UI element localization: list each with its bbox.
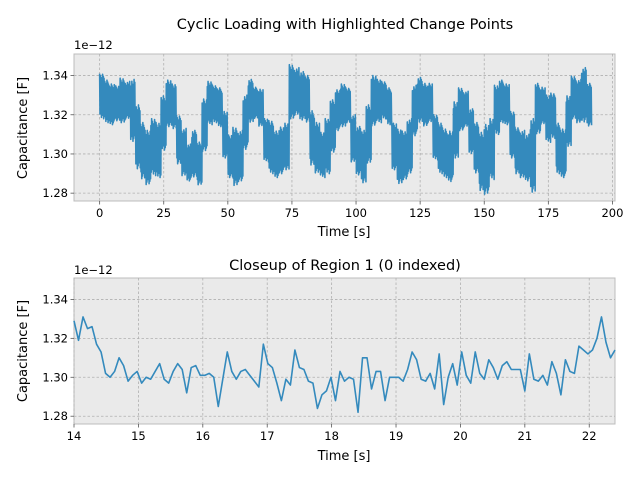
top-x-axis-label: Time [s] xyxy=(317,225,371,240)
bottom-x-ticks: 14 15 16 17 18 19 20 21 22 xyxy=(67,424,597,443)
bottom-plot-area xyxy=(73,277,616,425)
series-line xyxy=(98,63,593,195)
x-tick-label: 21 xyxy=(518,429,533,443)
x-tick-label: 20 xyxy=(453,429,468,443)
bottom-y-offset-label: 1e−12 xyxy=(74,263,113,277)
x-tick-label: 25 xyxy=(156,206,171,220)
bottom-chart: Closeup of Region 1 (0 indexed) 14 15 16 17… xyxy=(16,258,616,464)
x-tick-label: 50 xyxy=(221,206,236,220)
x-tick-label: 14 xyxy=(67,429,82,443)
x-tick-label: 125 xyxy=(409,206,431,220)
bottom-x-axis-label: Time [s] xyxy=(317,449,371,464)
top-y-offset-label: 1e−12 xyxy=(74,38,113,52)
bottom-grid xyxy=(73,278,615,424)
x-tick-label: 100 xyxy=(345,206,367,220)
top-chart-title: Cyclic Loading with Highlighted Change P… xyxy=(177,17,513,33)
y-tick-label: 1.30 xyxy=(42,370,68,384)
x-tick-label: 18 xyxy=(324,429,339,443)
series-line xyxy=(73,316,616,414)
bottom-y-axis-label: Capacitance [F] xyxy=(16,300,31,402)
bottom-chart-title: Closeup of Region 1 (0 indexed) xyxy=(229,258,461,274)
bottom-series xyxy=(73,316,616,414)
y-tick-label: 1.28 xyxy=(42,409,68,423)
y-tick-label: 1.32 xyxy=(42,108,68,122)
x-tick-label: 15 xyxy=(131,429,146,443)
top-x-ticks: 0 25 50 75 100 125 150 175 200 xyxy=(96,201,623,220)
x-tick-label: 19 xyxy=(389,429,404,443)
y-tick-label: 1.32 xyxy=(42,331,68,345)
top-y-axis-label: Capacitance [F] xyxy=(16,77,31,179)
x-tick-label: 0 xyxy=(96,206,103,220)
x-tick-label: 16 xyxy=(195,429,210,443)
y-tick-label: 1.30 xyxy=(42,147,68,161)
x-tick-label: 75 xyxy=(285,206,300,220)
x-tick-label: 17 xyxy=(260,429,275,443)
x-tick-label: 150 xyxy=(473,206,495,220)
top-chart: Cyclic Loading with Highlighted Change P… xyxy=(16,17,623,240)
x-tick-label: 200 xyxy=(601,206,623,220)
top-series xyxy=(98,63,593,195)
x-tick-label: 175 xyxy=(537,206,559,220)
top-y-ticks: 1.28 1.30 1.32 1.34 xyxy=(42,69,74,200)
y-tick-label: 1.34 xyxy=(42,69,68,83)
y-tick-label: 1.28 xyxy=(42,186,68,200)
bottom-y-ticks: 1.28 1.30 1.32 1.34 xyxy=(42,292,74,423)
y-tick-label: 1.34 xyxy=(42,292,68,306)
x-tick-label: 22 xyxy=(582,429,597,443)
